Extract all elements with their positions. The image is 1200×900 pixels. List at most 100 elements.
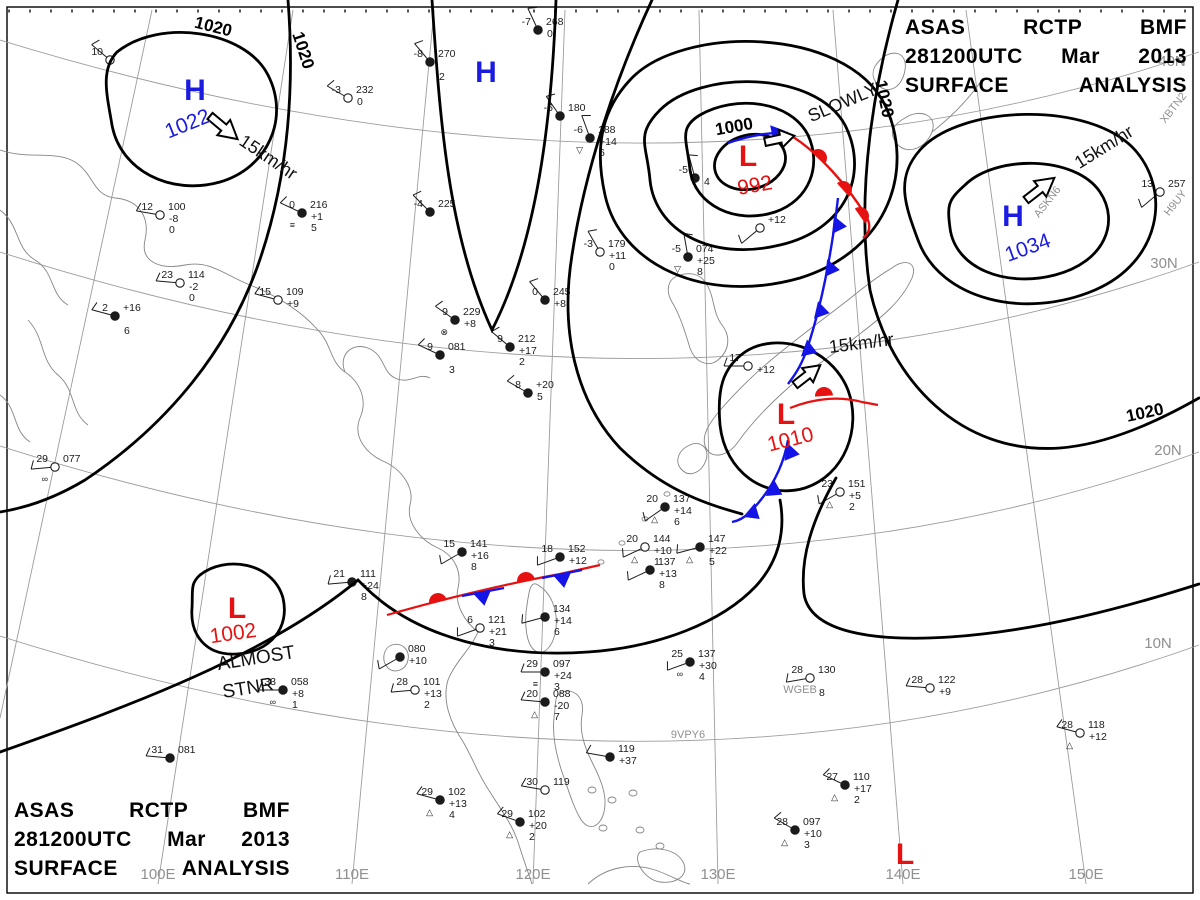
terrain-squiggles (0, 209, 89, 443)
station-circle (790, 825, 800, 835)
station-pressure: 134 (553, 603, 571, 615)
station-tendency: 5 (537, 391, 543, 403)
wind-barb-tick (621, 548, 624, 558)
station-circle (533, 25, 543, 35)
station-pressure: 119 (553, 776, 570, 788)
station-tendency: +16 (471, 550, 489, 562)
wind-barb-tick (414, 40, 424, 45)
station-temp: -5 (672, 243, 681, 255)
meridian-130e (698, 9, 719, 885)
title-top-right: ASAS RCTP BMF 281200UTC Mar 2013 SURFACE… (905, 13, 1187, 100)
pressure-center-symbol: L (228, 592, 246, 625)
meridian-140e (832, 9, 904, 885)
wind-barb-tick (520, 663, 525, 673)
station-wx-symbol: △ (781, 837, 788, 847)
wind-barb-tick (155, 272, 161, 282)
station-tendency: +13 (659, 568, 677, 580)
station-circle (755, 223, 765, 233)
station-plot: 9 212+172 (491, 326, 537, 368)
station-plot: 119+37 (585, 743, 637, 767)
pressure-center-value: 1002 (208, 619, 257, 648)
station-plot: -8 270 2 (414, 40, 456, 83)
station-temp: -5 (679, 164, 688, 176)
station-tendency: +11 (609, 250, 626, 262)
station-plot: 18 152+12 (536, 543, 587, 567)
wind-barb-tick (506, 374, 515, 382)
station-temp: 28 (911, 674, 923, 686)
coast-kyushu (677, 443, 708, 474)
l1010-motion-arrow (791, 364, 822, 390)
station-temp: 21 (333, 568, 345, 580)
station-wx-symbol: △ (1066, 740, 1073, 750)
coastlines (0, 52, 983, 885)
pressure-center-symbol: L (739, 140, 757, 173)
wind-barb-tick (439, 555, 442, 565)
longitude-label: 100E (140, 866, 175, 883)
station-circle (425, 207, 435, 217)
title-word: BMF (1140, 16, 1187, 39)
station-circle (540, 697, 550, 707)
station-temp: 12 (141, 201, 153, 213)
station-plot: 25 137+304 ∞ (666, 648, 717, 683)
station-circle (515, 817, 525, 827)
station-tendency: +9 (939, 686, 951, 698)
station-temp: 2 (102, 302, 108, 314)
title-word: SURFACE (14, 857, 118, 880)
wind-barb-tick (520, 691, 526, 701)
station-plot: 30 119 (520, 776, 570, 795)
station-wx-symbol: △ (826, 499, 833, 509)
almost-stnr-label-line1: ALMOST (216, 642, 297, 675)
station-temp: -3 (584, 238, 593, 250)
station-pressure: 081 (178, 744, 196, 756)
title-word: ASAS (905, 16, 966, 39)
station-circle (395, 652, 405, 662)
isobar-value-label: 1020 (1124, 399, 1165, 425)
station-temp: 20 (646, 493, 658, 505)
station-tendency: +22 (709, 545, 727, 557)
coast-korea (667, 273, 729, 364)
map-border (6, 6, 1194, 894)
station-cloud: 2 (529, 831, 535, 843)
pressure-center-symbol: H (475, 56, 497, 89)
station-temp: 0 (289, 199, 295, 211)
title-word: BMF (243, 799, 290, 822)
wind-barb-tick (527, 6, 537, 9)
station-cloud: 6 (554, 626, 560, 638)
station-circle (425, 57, 435, 67)
wind-barb-tick (326, 79, 335, 87)
station-plot: -3 179+110 (584, 229, 626, 273)
station-plot: 8 +205 (506, 374, 554, 403)
station-wx-symbol: ≡ (290, 220, 295, 230)
station-pressure: 257 (1168, 178, 1186, 190)
station-pressure: +12 (768, 214, 786, 226)
station-plot: 134+146 (521, 603, 572, 638)
station-temp: 23 (161, 269, 173, 281)
station-pressure: 179 (608, 238, 626, 250)
station-tendency: -8 (169, 213, 178, 225)
station-circle (110, 311, 120, 321)
wind-barb-tick (905, 677, 911, 687)
wind-barb-tick (416, 786, 423, 795)
station-tendency: +14 (674, 505, 692, 517)
station-tendency: +37 (619, 755, 637, 767)
isobar-value-label: 1020 (288, 29, 318, 71)
wind-barb-tick (822, 768, 830, 776)
station-plot: 0 216+15 ≡ (279, 196, 328, 234)
isobar-value-label: 1020 (193, 13, 234, 41)
station-plot: 15 141+168 (439, 538, 489, 573)
station-pressure: 152 (568, 543, 586, 555)
station-cloud: 4 (699, 671, 705, 683)
station-plot: 33 058+81 ∞ (258, 676, 309, 711)
title-line: SURFACE ANALYSIS (14, 854, 290, 883)
station-pressure: 111 (360, 568, 376, 580)
wind-barb-tick (91, 302, 98, 311)
station-pressure: 137 (698, 648, 716, 660)
station-temp: 31 (151, 744, 163, 756)
station-circle (475, 623, 485, 633)
pressure-center-symbol: L (896, 838, 914, 871)
latitude-label: 30N (1150, 255, 1178, 272)
station-temp: 15 (259, 286, 271, 298)
almost-stnr-label-line2: STNR (221, 674, 275, 703)
